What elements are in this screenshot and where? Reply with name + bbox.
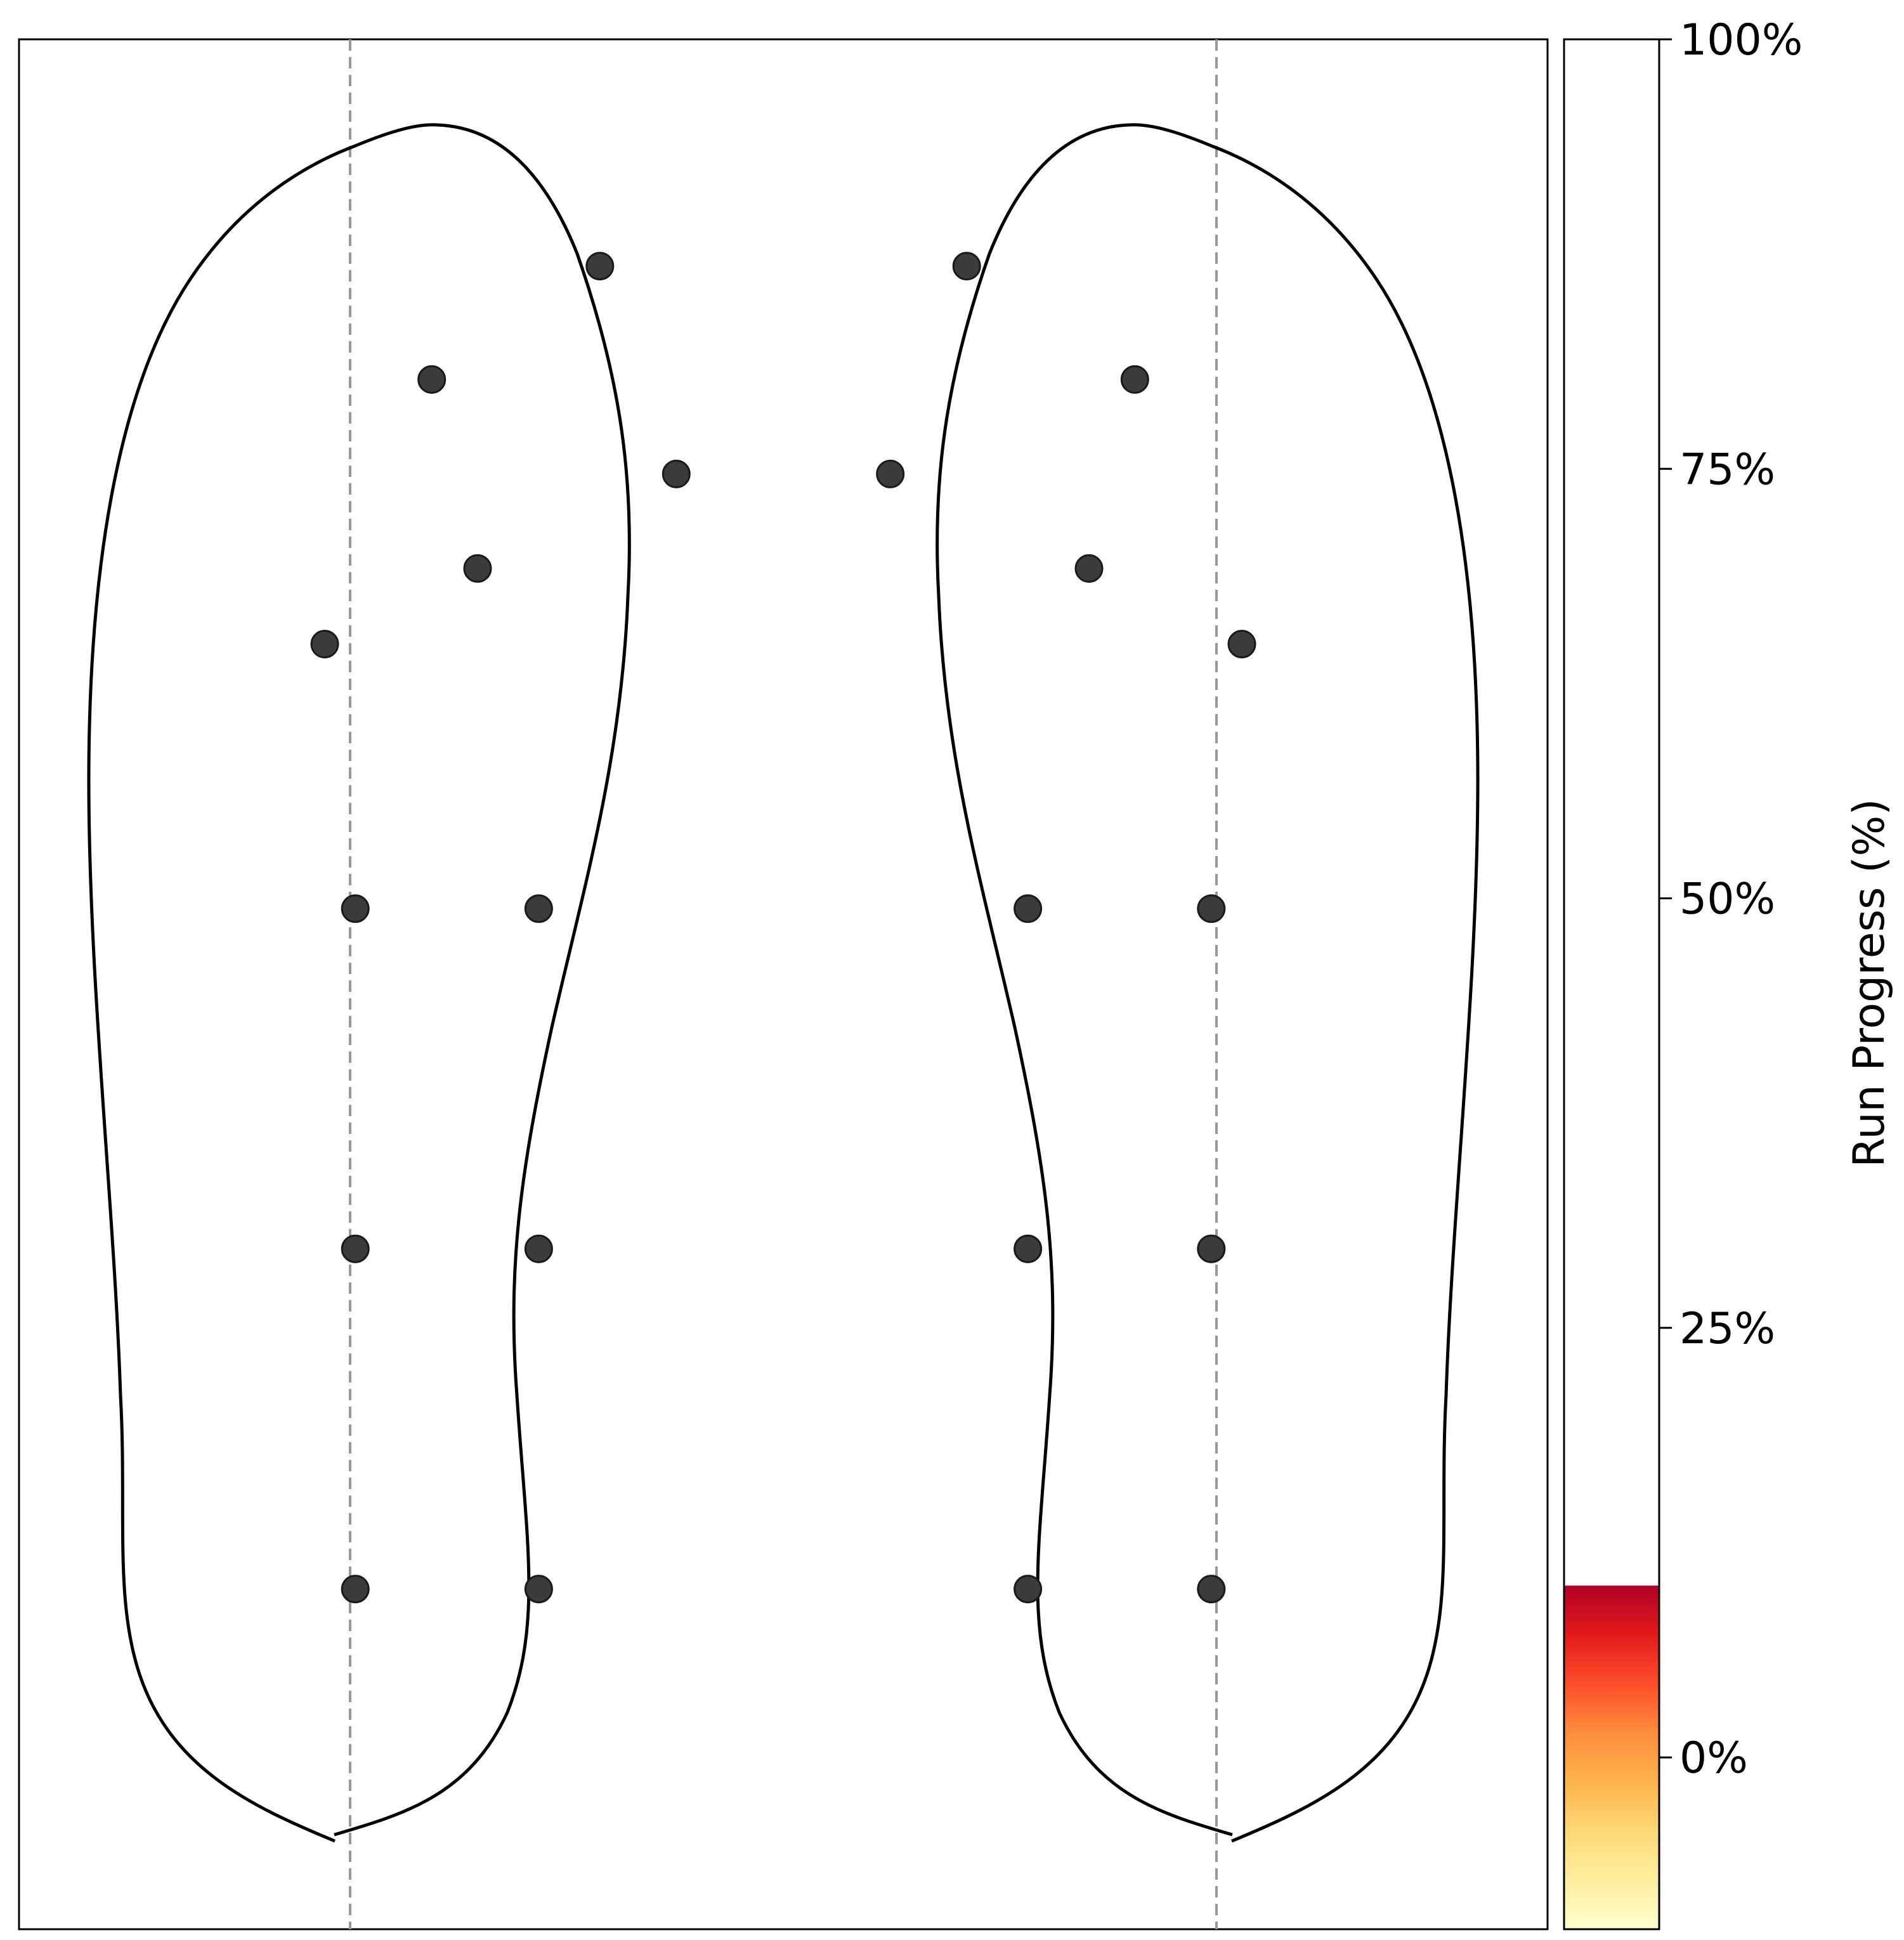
left-foot-sensor-4: [463, 554, 492, 583]
left-foot-sensor-9: [524, 1234, 553, 1263]
right-foot-sensor-6: [1014, 894, 1043, 923]
plot-frame: [18, 38, 1549, 1930]
colorbar-frame: [1563, 38, 1660, 1930]
colorbar-tick-label-50: 50%: [1679, 875, 1775, 925]
right-foot-sensor-7: [1197, 894, 1226, 923]
left-foot-sensor-10: [341, 1575, 370, 1604]
colorbar-fill: [1564, 1585, 1659, 1929]
colorbar-tick-label-75: 75%: [1679, 445, 1775, 495]
left-foot-sensor-8: [341, 1234, 370, 1263]
left-foot-sensor-5: [310, 630, 339, 659]
right-foot-sensor-8: [1014, 1234, 1043, 1263]
sensor-points: [310, 252, 1256, 1604]
colorbar-tick-label-25: 25%: [1679, 1304, 1775, 1354]
colorbar-ticks: 0% 25% 50% 75% 100%: [1659, 15, 1803, 1783]
right-foot-sensor-5: [1227, 630, 1256, 659]
left-foot-sensor-11: [524, 1575, 553, 1604]
left-foot-sensor-7: [524, 894, 553, 923]
left-foot-outline: [87, 123, 631, 1843]
right-foot-sensor-3: [876, 459, 905, 488]
colorbar-label: Run Progress (%): [1844, 798, 1894, 1168]
left-foot-sensor-6: [341, 894, 370, 923]
left-foot-sensor-2: [417, 365, 447, 394]
left-foot-sensor-1: [585, 252, 615, 281]
right-foot-sensor-11: [1197, 1575, 1226, 1604]
right-foot-outline: [936, 123, 1480, 1843]
right-foot-sensor-1: [952, 252, 981, 281]
colorbar: 0% 25% 50% 75% 100% Run Progress (%): [1563, 15, 1894, 1930]
right-foot-sensor-10: [1014, 1575, 1043, 1604]
left-foot-sensor-3: [662, 459, 691, 488]
right-foot-sensor-4: [1074, 554, 1104, 583]
colorbar-tick-label-0: 0%: [1679, 1733, 1748, 1783]
right-foot-sensor-9: [1197, 1234, 1226, 1263]
colorbar-tick-label-100: 100%: [1679, 15, 1803, 65]
right-foot-sensor-2: [1120, 365, 1149, 394]
